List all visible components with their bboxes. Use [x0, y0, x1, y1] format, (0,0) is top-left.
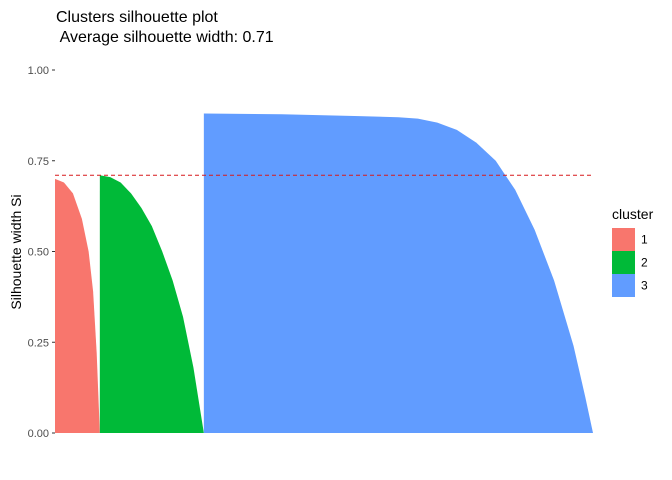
legend-title: cluster: [612, 206, 654, 222]
y-tick-label: 0.75: [28, 156, 49, 168]
y-tick-label: 1.00: [28, 65, 49, 77]
y-tick-label: 0.25: [28, 337, 49, 349]
legend-label-1: 1: [641, 233, 648, 247]
cluster-2-area: [99, 175, 204, 433]
legend-key-2: [612, 251, 635, 274]
y-tick-label: 0.50: [28, 247, 49, 259]
legend-label-2: 2: [641, 256, 648, 270]
chart-subtitle-text: Average silhouette width: 0.71: [60, 29, 274, 46]
chart-title: Clusters silhouette plot: [56, 9, 218, 26]
legend: cluster 1 2 3: [612, 206, 654, 297]
silhouette-areas: [55, 113, 593, 433]
y-axis-title: Silhouette width Si: [8, 194, 24, 309]
cluster-3-area: [203, 113, 593, 433]
chart-subtitle: Average silhouette width: 0.71: [56, 29, 274, 46]
cluster-1-area: [55, 178, 100, 433]
y-axis: 0.00 0.25 0.50 0.75 1.00: [28, 65, 55, 440]
y-tick-label: 0.00: [28, 428, 49, 440]
legend-label-3: 3: [641, 279, 648, 293]
legend-key-3: [612, 274, 635, 297]
legend-key-1: [612, 228, 635, 251]
